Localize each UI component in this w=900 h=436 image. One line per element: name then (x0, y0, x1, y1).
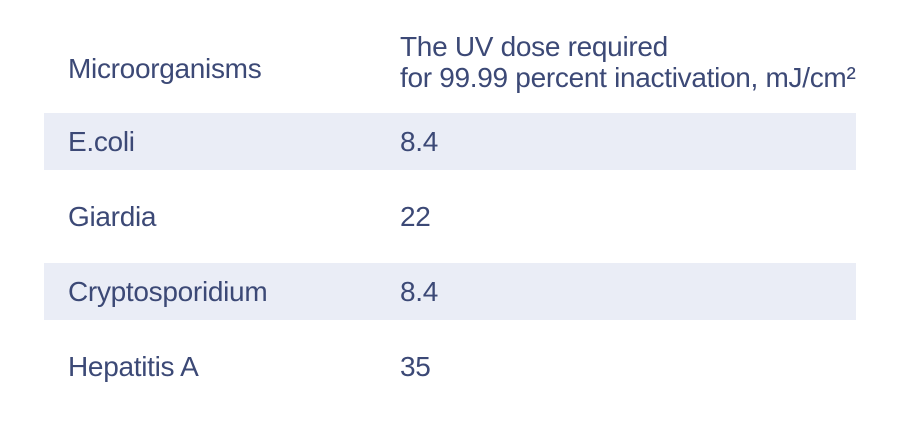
cell-microorganism: Cryptosporidium (68, 275, 268, 307)
table-row: Cryptosporidium 8.4 (44, 263, 856, 320)
cell-uv-dose: 8.4 (400, 275, 439, 307)
cell-uv-dose: 35 (400, 350, 431, 382)
column-header-uv-dose-line2: for 99.99 percent inactivation, mJ/cm² (400, 62, 856, 93)
column-header-uv-dose-line1: The UV dose required (400, 31, 668, 62)
cell-uv-dose: 22 (400, 200, 431, 232)
cell-microorganism: Giardia (68, 200, 157, 232)
column-header-microorganisms: Microorganisms (68, 53, 262, 84)
table-row: Hepatitis A 35 (44, 329, 856, 404)
cell-microorganism: E.coli (68, 125, 135, 157)
table-header-row: Microorganisms The UV dose required for … (0, 0, 900, 104)
cell-microorganism: Hepatitis A (68, 350, 199, 382)
cell-uv-dose: 8.4 (400, 125, 439, 157)
column-header-uv-dose: The UV dose required for 99.99 percent i… (400, 0, 880, 104)
table-row: E.coli 8.4 (44, 113, 856, 170)
table-row: Giardia 22 (44, 179, 856, 254)
